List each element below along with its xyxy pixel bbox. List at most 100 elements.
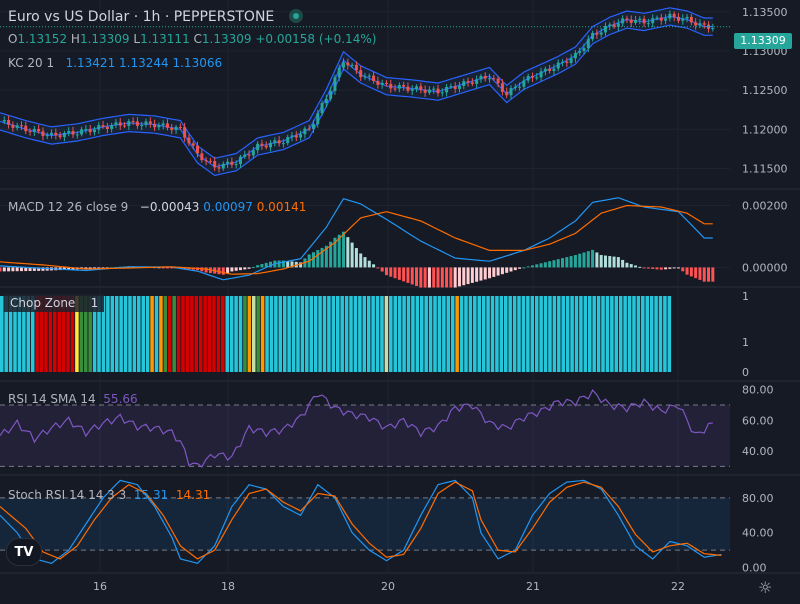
macd-histogram-bar [569, 256, 573, 268]
chop-zone-bar [548, 296, 552, 372]
rsi-tick-label: 80.00 [742, 384, 774, 397]
macd-histogram-bar [573, 255, 577, 268]
macd-histogram-bar [337, 234, 341, 268]
candle-body [243, 154, 247, 157]
chop-zone-bar [168, 296, 172, 372]
chop-zone-bar [473, 296, 477, 372]
macd-histogram-bar [230, 267, 234, 272]
candle-body [127, 121, 131, 126]
chop-zone-bar [269, 296, 274, 372]
macd-histogram-bar [290, 261, 294, 268]
chop-zone-bar [623, 296, 627, 372]
candle-body [376, 80, 380, 85]
candle-body [234, 164, 238, 166]
candle-body [427, 89, 431, 93]
chop-zone-bar [39, 296, 44, 372]
candle-body [333, 77, 337, 91]
macd-histogram-bar [15, 267, 19, 272]
chop-zone-bar [247, 296, 252, 372]
macd-histogram-bar [406, 267, 410, 283]
candle-body [535, 77, 539, 79]
candle-body [591, 32, 595, 40]
close-value: 1.13309 [201, 32, 252, 46]
chop-zone-bar [309, 296, 313, 372]
chop-zone-bar [141, 296, 145, 372]
chop-zone-bar [415, 296, 420, 372]
macd-histogram-bar [651, 267, 655, 269]
chop-zone-bar [362, 296, 367, 372]
open-label: O [8, 32, 18, 46]
macd-histogram-bar [342, 231, 346, 268]
ohlc-legend: O1.13152 H1.13309 L1.13111 C1.13309 +0.0… [8, 32, 376, 46]
chop-zone-bar [291, 296, 296, 372]
kc-lower-value: 1.13066 [172, 56, 223, 70]
settings-gear-icon[interactable]: ☼ [758, 578, 773, 597]
candle-body [423, 89, 427, 93]
candle-body [178, 126, 182, 128]
candle-body [45, 134, 49, 137]
macd-histogram-bar [539, 263, 543, 268]
chop-zone-bar [570, 296, 574, 372]
chop-zone-bar [287, 296, 291, 372]
chop-zone-bar [119, 296, 123, 372]
chop-zone-bar [207, 296, 212, 372]
chop-zone-bar [300, 296, 305, 372]
candle-body [170, 127, 174, 131]
rsi-legend: RSI 14 SMA 14 55.66 [8, 392, 138, 406]
candle-body [264, 145, 268, 148]
macd-histogram-bar [277, 260, 281, 268]
chop-zone-bar [539, 296, 543, 372]
chop-zone-bar [433, 296, 437, 372]
chop-zone-bar [437, 296, 442, 372]
chop-zone-bar [238, 296, 243, 372]
chop-zone-bar [371, 296, 375, 372]
candle-body [269, 142, 273, 148]
candle-body [320, 103, 324, 114]
x-axis-tick-label: 21 [526, 580, 540, 593]
macd-histogram-bar [101, 267, 105, 269]
chop-zone-bar [658, 296, 663, 372]
macd-histogram-bar [410, 267, 414, 285]
chop-zone-bar [176, 296, 181, 372]
macd-histogram-bar [320, 247, 324, 268]
chop-zone-bar [428, 296, 433, 372]
chop-zone-bar [185, 296, 190, 372]
open-value: 1.13152 [17, 32, 68, 46]
chop-zone-bar [70, 296, 75, 372]
candle-body [415, 86, 419, 89]
macd-value: 0.00097 [203, 200, 253, 214]
chop-zone-bar [406, 296, 411, 372]
macd-tick-label: 0.00200 [742, 199, 788, 212]
candle-body [702, 23, 706, 25]
candle-body [2, 120, 6, 122]
candle-body [307, 128, 311, 130]
candle-body [105, 126, 109, 129]
candle-body [221, 163, 225, 169]
macd-histogram-bar [698, 267, 702, 280]
macd-histogram-bar [92, 267, 96, 269]
candle-body [410, 88, 414, 91]
macd-histogram-bar [226, 267, 230, 274]
candle-body [174, 126, 178, 131]
candle-body [208, 160, 212, 162]
chop-zone-bar [53, 296, 57, 372]
macd-histogram-bar [311, 252, 315, 268]
macd-signal-value: 0.00141 [256, 200, 307, 214]
chop-zone-bar [128, 296, 132, 372]
chop-zone-bar [8, 296, 13, 372]
chop-zone-bar [79, 296, 84, 372]
macd-histogram-bar [638, 266, 642, 268]
candle-body [436, 88, 440, 94]
macd-histogram-bar [221, 267, 225, 275]
candle-body [273, 140, 277, 143]
chop-zone-bar [477, 296, 481, 372]
macd-histogram-bar [97, 267, 101, 269]
macd-histogram-bar [286, 260, 290, 268]
macd-tick-label: 0.00000 [742, 261, 788, 274]
macd-histogram-bar [612, 256, 616, 268]
rsi-tick-label: 60.00 [742, 414, 774, 427]
macd-histogram-bar [316, 250, 320, 268]
chop-zone-bar [159, 296, 163, 372]
candle-body [32, 128, 36, 132]
